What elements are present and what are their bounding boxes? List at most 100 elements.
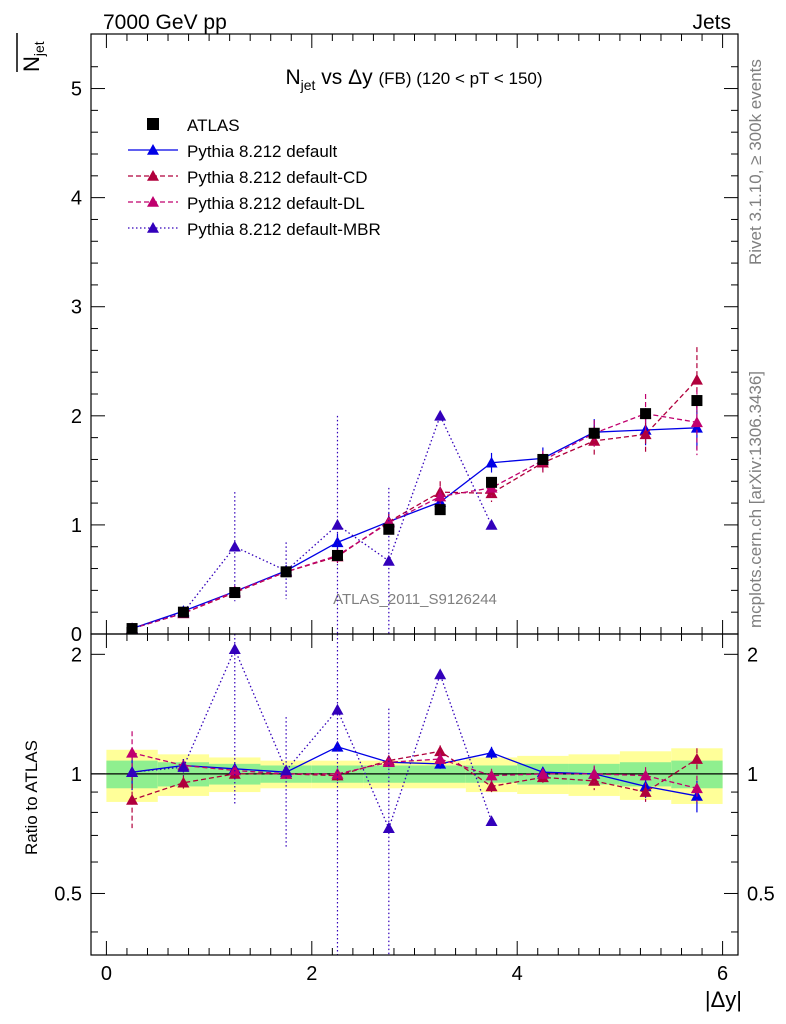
ratio-point [485,746,498,758]
chart-title-main: N [285,66,300,89]
legend-marker-2 [147,196,159,207]
series-line-3 [131,414,493,630]
series-point [485,518,498,530]
data-point [434,504,446,516]
chart-title: Njet vs Δy (FB) (120 < pT < 150) [285,66,542,93]
side-label-bottom: mcplots.cern.ch [arXiv:1306.3436] [746,371,765,628]
ratio-point [228,643,241,655]
ratio-point [280,764,293,776]
y-tick-label: 5 [71,79,82,101]
ratio-tick-label-right: 0.5 [747,883,775,905]
ratio-tick-label-left: 2 [71,644,82,666]
svg-text:Njet: Njet [19,41,47,72]
ratio-point [485,769,498,781]
ratio-point [434,668,447,680]
ratio-point [382,822,395,833]
legend-label-data: ATLAS [187,116,240,135]
legend-marker-0 [147,144,159,155]
x-tick-label: 2 [306,963,317,985]
series-point [639,428,652,440]
ratio-point [690,753,703,764]
y-axis-label: Njet [19,41,47,72]
ratio-point [588,767,601,779]
data-point [229,587,241,599]
ratio-point [126,766,139,777]
legend-marker-1 [147,170,159,181]
data-point [588,427,600,439]
y-tick-label: 1 [71,515,82,537]
series-point [331,518,344,530]
y-tick-label: 0 [71,624,82,646]
ratio-point [177,761,190,772]
series-point [228,540,241,552]
legend-label-0: Pythia 8.212 default [187,142,338,161]
data-point [691,395,703,407]
series-point [690,373,703,385]
side-label-top: Rivet 3.1.10, ≥ 300k events [746,59,765,265]
y-tick-label: 3 [71,297,82,319]
x-axis-label: |Δy| [705,987,742,1012]
series-point [690,416,703,428]
ratio-line-2 [131,752,698,789]
ratio-point [126,793,139,805]
header-left: 7000 GeV pp [103,11,227,34]
ratio-point [331,703,344,715]
series-point [331,536,344,548]
chart-title-rest: vs Δy [315,66,378,89]
data-point [383,523,395,535]
ratio-point [690,782,703,794]
series-point [485,487,498,499]
ratio-line-3 [132,647,493,831]
series-point [434,490,447,502]
series-point [434,409,447,421]
ratio-line-0 [131,746,698,797]
ratio-point [485,780,498,792]
series-point [690,421,703,433]
data-point [331,549,343,561]
ratio-point [639,786,652,797]
ratio-point [331,767,344,779]
ratio-tick-label-left: 0.5 [54,883,82,905]
ratio-point [485,815,498,827]
ratio-point [639,769,652,781]
analysis-watermark: ATLAS_2011_S9126244 [333,591,497,608]
data-point [126,623,138,635]
ratio-point [434,745,447,757]
x-tick-label: 6 [717,963,728,985]
series-line-1 [131,379,698,630]
series-point [485,456,498,468]
series-line-2 [131,412,698,630]
header-right: Jets [692,11,731,34]
chart-title-sub: jet [300,77,316,93]
legend-marker-data [147,118,159,130]
legend-label-3: Pythia 8.212 default-MBR [187,220,381,239]
x-tick-label: 4 [512,963,523,985]
ratio-tick-label-right: 1 [747,764,758,786]
y-axis-label-sub: jet [31,41,47,57]
data-point [177,606,189,618]
chart-title-cut: (120 < pT < 150) [411,69,542,88]
data-point [280,566,292,578]
ratio-point [536,767,549,779]
data-point [640,408,652,420]
ratio-point [177,776,190,788]
data-point [486,476,498,488]
ratio-point [126,746,139,758]
legend-marker-3 [147,222,159,233]
legend-label-2: Pythia 8.212 default-DL [187,194,365,213]
ratio-tick-label-right: 2 [747,644,758,666]
x-tick-label: 0 [101,963,112,985]
y-tick-label: 2 [71,406,82,428]
y-tick-label: 4 [71,188,82,210]
y-axis-label-main: N [19,56,44,72]
series-point [382,554,395,566]
legend-label-1: Pythia 8.212 default-CD [187,168,368,187]
ratio-point [228,764,241,776]
ratio-point [434,753,447,764]
chart-title-fb: (FB) [378,69,411,88]
ratio-point [588,774,601,786]
ratio-axis-label: Ratio to ATLAS [22,740,41,855]
ratio-tick-label-left: 1 [71,764,82,786]
ratio-line-1 [131,750,698,801]
